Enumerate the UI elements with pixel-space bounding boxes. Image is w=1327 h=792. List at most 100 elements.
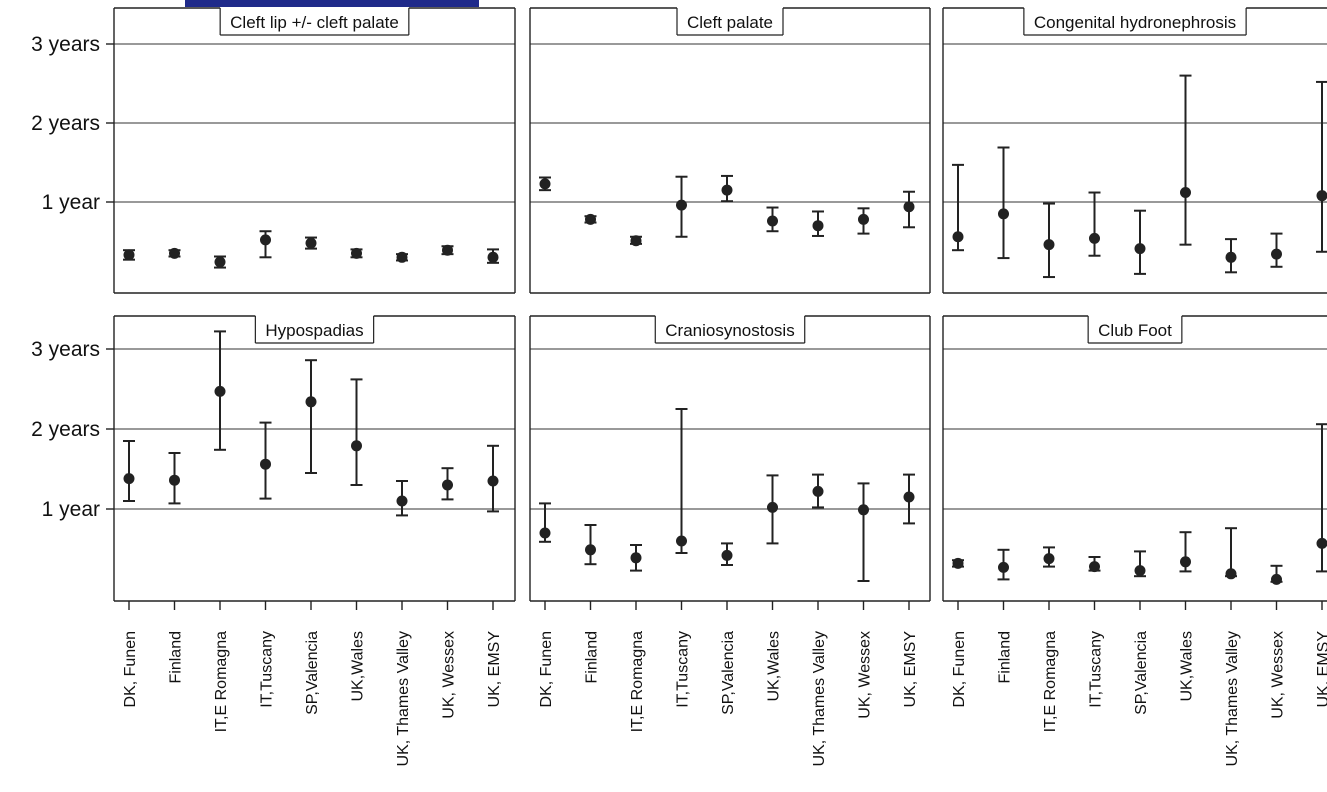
x-tick-label: UK, EMSY [1315,631,1327,708]
data-point [305,396,317,408]
data-point [767,215,778,227]
panel-title: Cleft palate [687,13,773,32]
panel-title: Craniosynostosis [665,321,794,340]
data-point [1180,187,1191,199]
y-tick-label: 3 years [31,338,100,361]
data-point [487,251,499,263]
x-tick-label: DK, Funen [538,631,555,707]
data-point [260,234,271,246]
data-point [123,249,135,261]
y-tick-label: 1 year [42,191,100,214]
data-point [676,199,687,211]
x-tick-label: UK, EMSY [486,631,503,708]
x-tick-label: UK,Wales [1179,631,1196,702]
data-point [1271,573,1282,585]
data-point [1134,243,1146,255]
x-tick-label: UK, Wessex [441,631,458,719]
data-point [630,235,642,247]
panel-4: Craniosynostosis DK, Funen Finland IT,E Rom… [529,315,931,766]
data-point [767,501,778,513]
data-point [1043,553,1055,565]
x-tick-label: SP,Valencia [1133,631,1150,715]
data-point [1134,565,1146,577]
data-point [214,385,226,397]
data-point [585,544,596,556]
x-tick-label: UK, Wessex [857,631,874,719]
x-tick-label: SP,Valencia [720,631,737,715]
data-point [442,244,453,256]
panel-3: Hypospadias 1 year 2 years 3 years DK, Funen… [31,315,516,766]
x-tick-label: Finland [997,631,1014,683]
y-tick-label: 2 years [31,418,100,441]
data-point [903,201,915,213]
data-point [1089,561,1100,573]
data-point [721,184,733,196]
data-point [442,479,453,491]
x-tick-label: IT,E Romagna [213,631,230,732]
data-point [169,474,180,486]
x-tick-label: Finland [584,631,601,683]
data-point [351,247,362,259]
panel-5: Club Foot DK, Funen Finland IT,E Romagna IT,… [942,315,1327,766]
data-point [1316,537,1327,549]
data-point [1089,232,1100,244]
data-point [539,178,551,190]
x-tick-label: UK, EMSY [902,631,919,708]
x-tick-label: IT,Tuscany [1088,631,1105,708]
data-point [858,504,869,516]
x-tick-label: IT,E Romagna [1042,631,1059,732]
data-point [169,247,180,259]
data-point [952,557,964,569]
data-point [123,473,135,485]
data-point [858,213,869,225]
x-tick-label: SP,Valencia [304,631,321,715]
data-point [305,237,317,249]
x-tick-label: UK, Thames Valley [811,631,828,766]
data-point [812,485,824,497]
data-point [487,475,499,487]
panel-title: Hypospadias [265,321,363,340]
panel-1: Cleft palate [529,7,931,294]
panel-0: Cleft lip +/- cleft palate 1 year 2 years 3… [31,7,516,294]
data-point [1225,251,1237,263]
data-point [812,220,824,232]
data-point [998,561,1009,573]
x-tick-label: UK, Thames Valley [395,631,412,766]
data-point [396,251,408,263]
y-tick-label: 2 years [31,112,100,135]
data-point [1180,556,1191,568]
data-point [539,527,551,539]
data-point [721,549,733,561]
y-tick-label: 1 year [42,498,100,521]
x-tick-label: Finland [168,631,185,683]
x-tick-label: UK,Wales [350,631,367,702]
data-point [630,552,642,564]
panel-title: Congenital hydronephrosis [1034,13,1236,32]
x-tick-label: UK,Wales [766,631,783,702]
data-point [396,495,408,507]
header-color-bar [185,0,479,7]
x-tick-label: IT,Tuscany [259,631,276,708]
x-tick-label: IT,Tuscany [675,631,692,708]
data-point [214,256,226,268]
data-point [1225,568,1237,580]
panel-title: Cleft lip +/- cleft palate [230,13,399,32]
data-point [1316,190,1327,202]
data-point [998,208,1009,220]
data-point [351,440,362,452]
data-point [676,535,687,547]
x-tick-label: UK, Wessex [1270,631,1287,719]
panel-title: Club Foot [1098,321,1172,340]
data-point [903,491,915,503]
panel-2: Congenital hydronephrosis [942,7,1327,294]
x-tick-label: DK, Funen [951,631,968,707]
x-tick-label: UK, Thames Valley [1224,631,1241,766]
data-point [260,458,271,470]
x-tick-label: IT,E Romagna [629,631,646,732]
y-tick-label: 3 years [31,33,100,56]
data-point [952,231,964,243]
data-point [1271,248,1282,260]
data-point [1043,239,1055,251]
data-point [585,213,596,225]
